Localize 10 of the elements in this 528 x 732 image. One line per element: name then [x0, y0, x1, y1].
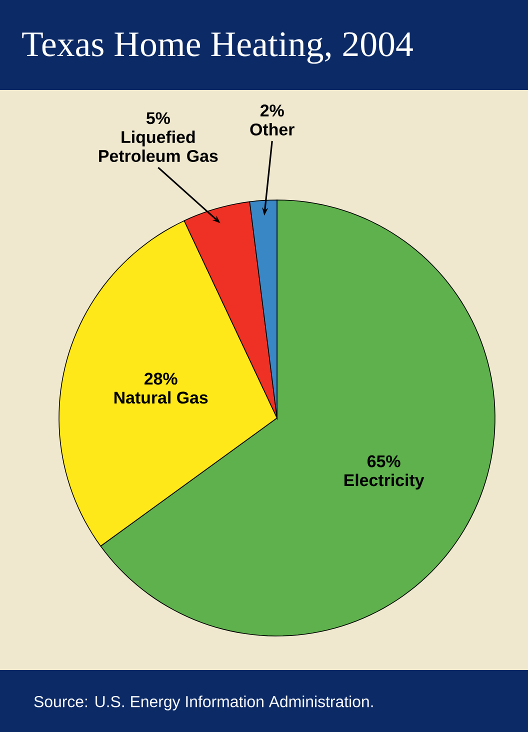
slice-label: Electricity [344, 474, 424, 490]
slice-label: Other [250, 123, 294, 136]
source-note: Source: U.S. Energy Information Administration. [34, 696, 373, 710]
data-label: 2% [260, 104, 284, 117]
data-label: 28% [144, 372, 178, 385]
data-label: 65% [368, 455, 400, 468]
chart-title: Texas Home Heating, 2004 [22, 32, 413, 64]
slice-label: Natural Gas [114, 391, 208, 404]
data-label: 5% [146, 112, 170, 124]
slice-label: Liquefied Petroleum Gas [99, 130, 218, 162]
